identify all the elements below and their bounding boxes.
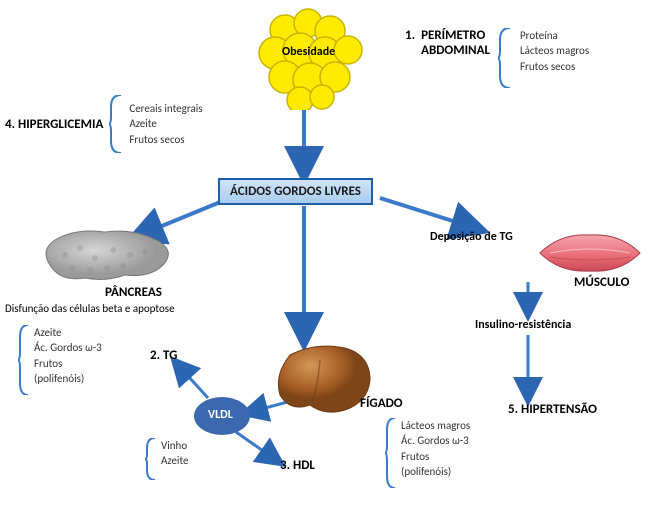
center-box: ÁCIDOS GORDOS LIVRES <box>218 178 373 205</box>
bracket-icon <box>498 28 512 88</box>
section-4: 4. HIPERGLICEMIA Cereais integrais Azeit… <box>5 95 245 153</box>
vldl-bracket: Vinho Azeite <box>145 438 189 480</box>
muscle-label: MÚSCULO <box>574 275 629 290</box>
bracket-icon <box>145 438 157 480</box>
section4-title: 4. HIPERGLICEMIA <box>5 117 103 132</box>
pancreas-label: PÂNCREAS <box>105 285 162 300</box>
liver-bracket: Lácteos magros Ác. Gordos ω-3 Frutos (po… <box>385 418 470 488</box>
tg-label: 2. TG <box>150 348 177 363</box>
insulin-label: Insulino-resistência <box>475 318 571 332</box>
vldl-items: Vinho Azeite <box>161 438 189 480</box>
pancreas-items: Azeite Ác. Gordos ω-3 Frutos (polifenóis… <box>34 325 102 395</box>
pancreas-illustration <box>35 220 175 295</box>
liver-items: Lácteos magros Ác. Gordos ω-3 Frutos (po… <box>401 418 470 488</box>
bracket-icon <box>18 325 30 395</box>
muscle-illustration <box>535 225 645 280</box>
liver-label: FÍGADO <box>360 396 403 411</box>
muscle-dep: Deposição de TG <box>430 230 513 244</box>
bracket-icon <box>109 95 123 153</box>
hdl-label: 3. HDL <box>280 458 315 473</box>
bracket-icon <box>385 418 397 488</box>
section1-title: PERÍMETRO <box>421 28 490 43</box>
section-1: 1. PERÍMETRO ABDOMINAL Proteína Lácteos … <box>405 28 635 88</box>
section4-items: Cereais integrais Azeite Frutos secos <box>129 101 202 147</box>
section1-title2: ABDOMINAL <box>421 43 490 58</box>
vldl-label: VLDL <box>208 408 233 422</box>
obesity-label: Obesidade <box>282 45 335 59</box>
pancreas-sub: Disfunção das células beta e apoptose <box>5 302 175 315</box>
section1-num: 1. <box>405 28 415 58</box>
section5-title: 5. HIPERTENSÃO <box>508 402 597 417</box>
section1-items: Proteína Lácteos magros Frutos secos <box>520 28 589 74</box>
pancreas-bracket: Azeite Ác. Gordos ω-3 Frutos (polifenóis… <box>18 325 102 395</box>
